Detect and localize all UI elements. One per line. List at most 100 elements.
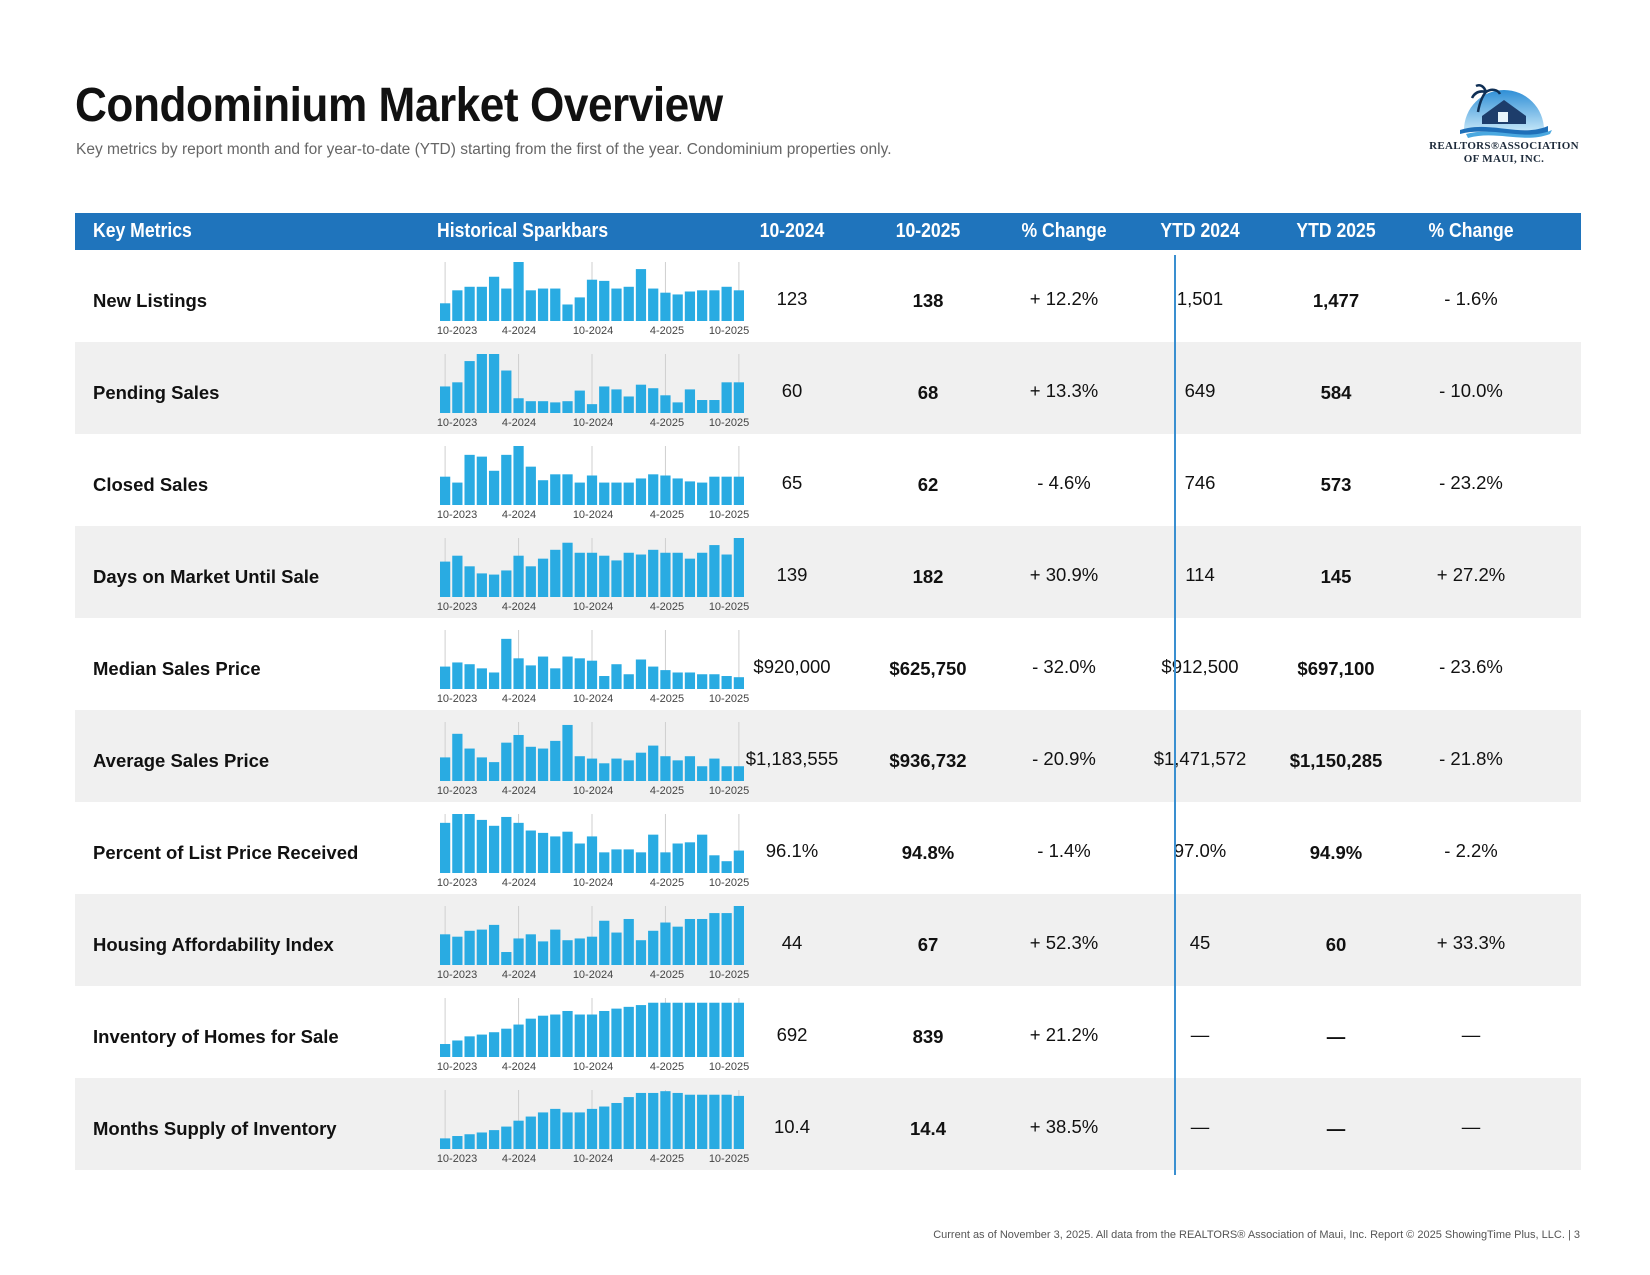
header-col-10-2024: 10-2024 bbox=[759, 220, 825, 242]
sparkbar-bar bbox=[488, 672, 500, 689]
metric-label: Closed Sales bbox=[93, 474, 209, 495]
sparkbar-bar bbox=[635, 1005, 647, 1057]
sparkbar-axis-label: 4-2024 bbox=[502, 601, 536, 613]
sparkbar-bar bbox=[660, 922, 671, 965]
sparkbar-bar bbox=[513, 938, 524, 965]
sparkbar-bar bbox=[697, 1094, 708, 1149]
value-10-2024: 44 bbox=[781, 932, 803, 953]
sparkbar-bar bbox=[537, 480, 549, 505]
sparkbar-axis-label: 4-2024 bbox=[502, 785, 536, 797]
sparkbar-bar bbox=[709, 758, 720, 781]
sparkbar-bar bbox=[733, 538, 744, 597]
sparkbar-bar bbox=[476, 456, 487, 505]
sparkbar-bar bbox=[562, 1010, 573, 1057]
sparkbar-bar bbox=[476, 668, 487, 689]
sparkbar-bar bbox=[452, 1136, 463, 1149]
value-10-2024: 60 bbox=[781, 380, 803, 401]
header-key-metrics: Key Metrics bbox=[93, 220, 192, 242]
sparkbar-axis-label: 4-2025 bbox=[650, 509, 684, 521]
sparkbar-axis-label: 10-2024 bbox=[573, 1061, 613, 1073]
sparkbar-bar bbox=[488, 470, 500, 505]
value-10-2025: 94.8% bbox=[901, 842, 955, 863]
sparkbar-bar bbox=[684, 672, 696, 689]
header-col-ytd-2025: YTD 2025 bbox=[1296, 220, 1376, 242]
metric-label: Percent of List Price Received bbox=[93, 842, 359, 863]
sparkbar-bar bbox=[648, 930, 659, 965]
value-ytd-2024: 649 bbox=[1184, 380, 1216, 401]
value-ytd-pct-change: - 21.8% bbox=[1439, 748, 1503, 769]
value-10-2025: 62 bbox=[917, 474, 939, 495]
sparkbar-bar bbox=[733, 677, 744, 689]
sparkbar-axis-label: 10-2025 bbox=[709, 509, 749, 521]
sparkbar-bar bbox=[672, 294, 683, 321]
sparkbar-axis-label: 4-2025 bbox=[650, 601, 684, 613]
sparkbar-bar bbox=[537, 558, 549, 597]
sparkbar-bar bbox=[550, 549, 561, 597]
sparkbar-bar bbox=[660, 552, 671, 597]
sparkbar-axis-label: 4-2025 bbox=[650, 969, 684, 981]
sparkbar-bar bbox=[452, 733, 463, 781]
sparkbar-axis-label: 10-2024 bbox=[573, 693, 613, 705]
sparkbar-axis-label: 10-2024 bbox=[573, 969, 613, 981]
sparkbar-bar bbox=[721, 913, 732, 965]
value-10-2024: $920,000 bbox=[753, 656, 831, 677]
value-ytd-2024: 746 bbox=[1184, 472, 1216, 493]
sparkbar-axis-label: 10-2025 bbox=[709, 785, 749, 797]
sparkbar-bar bbox=[452, 662, 463, 689]
sparkbar-axis-label: 10-2024 bbox=[573, 325, 613, 337]
value-ytd-2025: $1,150,285 bbox=[1289, 750, 1383, 771]
value-ytd-2024: $912,500 bbox=[1161, 656, 1239, 677]
value-ytd-pct-change: + 27.2% bbox=[1436, 564, 1506, 585]
value-ytd-2024: — bbox=[1190, 1024, 1210, 1045]
sparkbar-bar bbox=[586, 758, 598, 781]
sparkbar-axis-label: 10-2024 bbox=[573, 1153, 613, 1165]
sparkbar-bar bbox=[635, 1092, 647, 1149]
sparkbar-bar bbox=[464, 286, 475, 321]
sparkbar-bar bbox=[623, 1006, 634, 1057]
sparkbar-bar bbox=[476, 757, 487, 781]
sparkbar-bar bbox=[672, 1002, 683, 1057]
sparkbar-bar bbox=[488, 1032, 500, 1057]
value-ytd-pct-change: — bbox=[1461, 1116, 1481, 1137]
sparkbar-bar bbox=[697, 674, 708, 689]
sparkbar-bar bbox=[440, 757, 451, 781]
metric-label: Months Supply of Inventory bbox=[93, 1118, 337, 1139]
sparkbar-bar bbox=[623, 849, 634, 873]
sparkbar-bar bbox=[635, 269, 647, 321]
sparkbar-axis-label: 10-2024 bbox=[573, 417, 613, 429]
value-ytd-pct-change: - 23.2% bbox=[1439, 472, 1503, 493]
header-col-ytd-pct-change: % Change bbox=[1428, 220, 1514, 242]
table-row: Pending Sales 10-2023 4-2024 10-2024 4-2025 1… bbox=[75, 342, 1581, 434]
sparkbar-bar bbox=[562, 724, 573, 781]
value-10-2025: 14.4 bbox=[909, 1118, 946, 1139]
metric-label: Days on Market Until Sale bbox=[93, 566, 320, 587]
sparkbar-bar bbox=[525, 1018, 536, 1057]
sparkbar-bar bbox=[684, 291, 696, 321]
logo-text-line2: OF MAUI, INC. bbox=[1463, 153, 1545, 165]
sparkbar-svg: 10-2023 4-2024 10-2024 4-2025 10-2025 bbox=[437, 722, 749, 797]
sparkbar-bar bbox=[721, 1094, 732, 1149]
sparkbar-bar bbox=[586, 660, 598, 689]
sparkbar-bar bbox=[513, 658, 524, 689]
sparkbar-bar bbox=[574, 552, 585, 597]
sparkbar-bar bbox=[635, 659, 647, 689]
sparkbar-bar bbox=[733, 290, 744, 321]
sparkbar-axis-label: 4-2025 bbox=[650, 1153, 684, 1165]
sparkbar-bar bbox=[464, 361, 475, 413]
sparkbar-bar bbox=[684, 842, 696, 873]
value-ytd-2025: 1,477 bbox=[1312, 290, 1360, 311]
sparkbar-bar bbox=[452, 814, 463, 873]
sparkbar-bar bbox=[562, 304, 573, 321]
sparkbar-bar bbox=[684, 1094, 696, 1149]
header-col-10-2025: 10-2025 bbox=[895, 220, 961, 242]
sparkbar-axis-label: 10-2024 bbox=[573, 785, 613, 797]
sparkbar-bar bbox=[733, 766, 744, 781]
sparkbar-svg: 10-2023 4-2024 10-2024 4-2025 10-2025 bbox=[437, 998, 749, 1073]
sparkbar-axis-label: 10-2023 bbox=[437, 601, 477, 613]
page-footer: Current as of November 3, 2025. All data… bbox=[933, 1229, 1580, 1241]
sparkbar-bar bbox=[721, 286, 732, 321]
sparkbar-bar bbox=[574, 390, 585, 413]
value-ytd-2025: 584 bbox=[1320, 382, 1352, 403]
sparkbar-bar bbox=[635, 752, 647, 781]
sparkbar-axis-label: 4-2024 bbox=[502, 325, 536, 337]
